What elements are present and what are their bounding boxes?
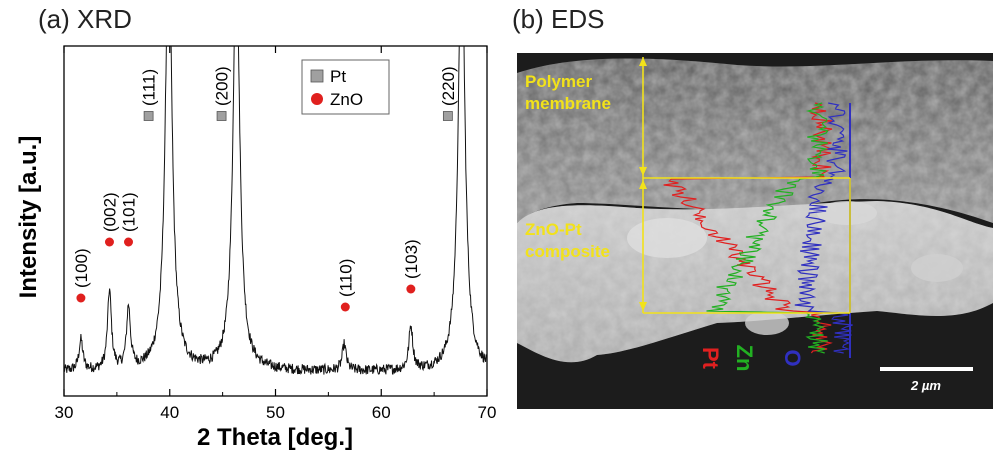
region2-label-line2: composite [525,242,610,261]
eds-image: Polymer membrane ZnO-Pt composite Pt Zn … [517,53,993,409]
y-axis-label: Intensity [a.u.] [15,136,42,299]
x-tick-label: 40 [160,403,179,422]
eds-label-zn: Zn [732,345,757,372]
peak-label: (200) [213,66,232,106]
peak-label: (110) [336,259,355,297]
eds-label-pt: Pt [698,347,723,370]
region1-label-line1: Polymer [525,72,592,91]
x-axis-label: 2 Theta [deg.] [197,424,353,451]
legend-marker-zno [311,93,323,105]
arrowhead [639,302,647,311]
zno-marker [76,293,86,303]
sem-membrane-texture [517,58,993,223]
legend-label: Pt [330,67,346,86]
xrd-chart: 30 40 50 60 70 (100) (002) (101) (111) (200) (110)… [15,45,497,451]
zno-marker [104,237,114,247]
eds-zn-trace [706,102,829,354]
pt-marker [216,111,227,121]
peak-label: (002) [100,192,119,232]
pt-marker [143,111,154,121]
eds-label-o: O [780,349,805,366]
peak-label: (220) [439,66,458,106]
sem-grain [627,218,707,258]
region1-label-line2: membrane [525,94,611,113]
eds-annotation-frame [639,57,851,314]
sem-grain [817,201,877,225]
sem-grain [911,254,963,282]
pt-marker [442,111,453,121]
peak-label: (111) [140,69,159,106]
eds-o-trace [794,102,853,354]
arrowhead [639,167,647,176]
arrowhead [639,180,647,189]
sem-grain [745,311,789,335]
legend-marker-pt [310,69,324,83]
zno-marker [124,237,134,247]
arrowhead [639,57,647,66]
peak-label: (100) [72,248,91,288]
legend-box [301,59,390,115]
scale-bar-label: 2 µm [910,378,941,393]
eds-panel-title: (b) EDS [512,4,605,34]
xrd-panel-title: (a) XRD [38,4,132,34]
region2-label-line1: ZnO-Pt [525,220,582,239]
legend-label: ZnO [330,90,363,109]
eds-pt-trace [663,102,834,354]
x-tick-label: 70 [478,403,497,422]
x-tick-label: 30 [55,403,74,422]
peak-label: (103) [402,239,421,279]
x-tick-label: 50 [266,403,285,422]
x-tick-label: 60 [372,403,391,422]
xrd-series-line [64,46,487,375]
zno-marker [340,302,350,312]
eds-sem-figure: Polymer membrane ZnO-Pt composite Pt Zn … [517,53,993,409]
zno-marker [406,284,416,294]
peak-label: (101) [120,192,139,232]
